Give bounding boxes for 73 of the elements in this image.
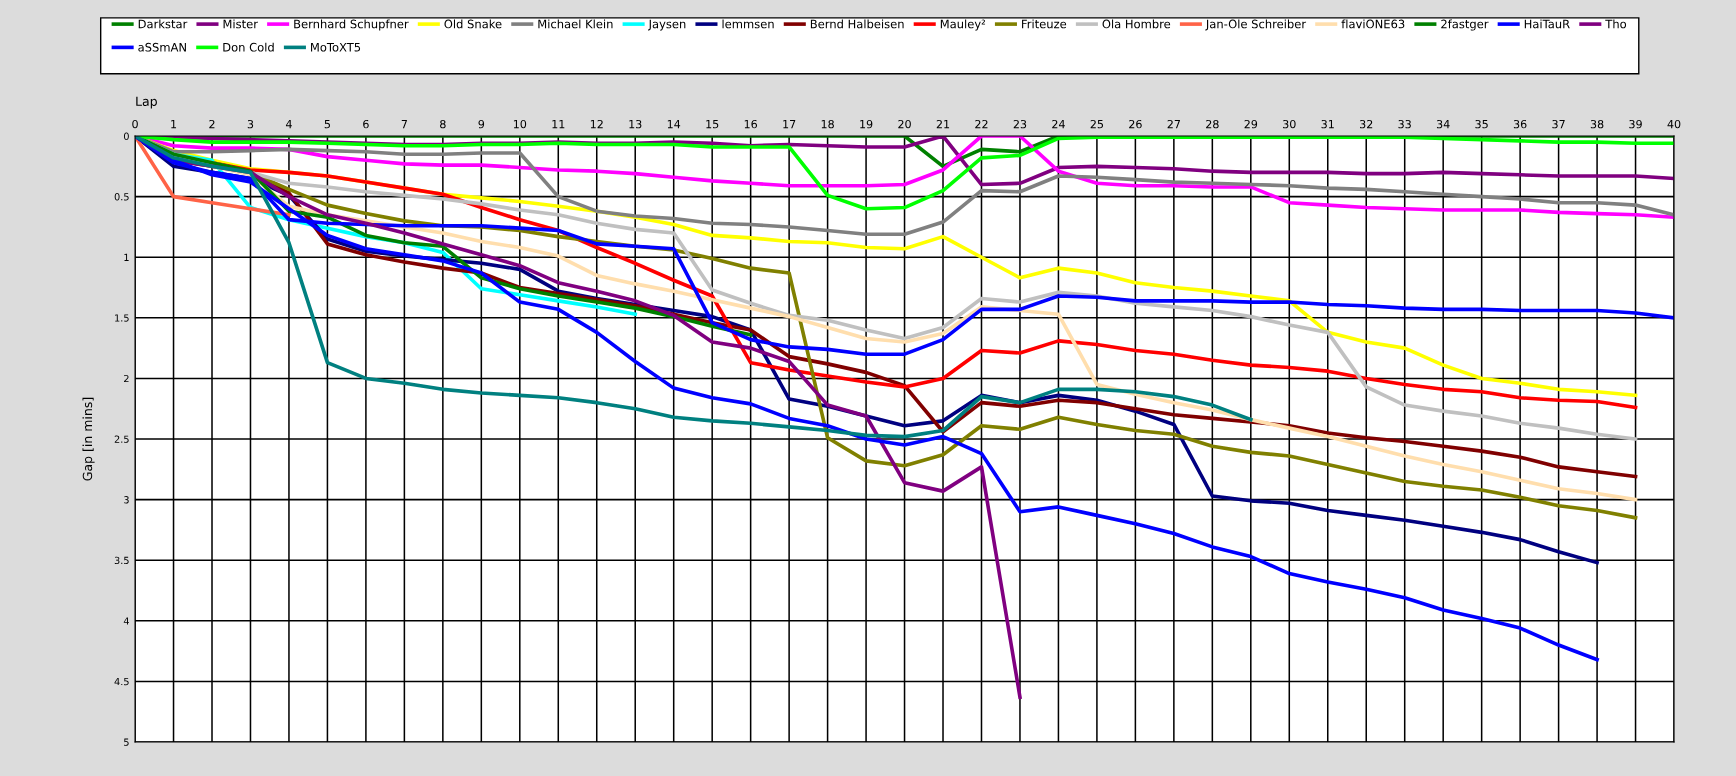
legend-label: aSSmAN bbox=[138, 42, 186, 52]
x-tick-label: 13 bbox=[629, 119, 642, 129]
legend-label: lemmsen bbox=[722, 19, 774, 29]
x-tick-label: 7 bbox=[401, 120, 407, 129]
x-tick-label: 8 bbox=[440, 119, 446, 129]
y-tick-label: 1.5 bbox=[115, 314, 129, 322]
x-tick-label: 30 bbox=[1283, 119, 1296, 129]
x-tick-label: 25 bbox=[1090, 119, 1104, 129]
x-tick-label: 28 bbox=[1206, 119, 1219, 129]
legend-label: flaviONE63 bbox=[1341, 19, 1405, 29]
legend-label: Jaysen bbox=[648, 19, 686, 31]
x-tick-label: 36 bbox=[1513, 119, 1527, 129]
x-tick-label: 3 bbox=[247, 119, 254, 129]
x-tick-label: 15 bbox=[706, 120, 719, 129]
x-tick-label: 14 bbox=[667, 120, 681, 129]
legend-label: Bernd Halbeisen bbox=[810, 19, 904, 29]
x-tick-label: 40 bbox=[1667, 119, 1681, 129]
legend-label: Darkstar bbox=[138, 19, 188, 29]
x-tick-label: 27 bbox=[1167, 119, 1180, 129]
y-tick-label: 3.5 bbox=[114, 556, 129, 565]
x-tick-label: 24 bbox=[1052, 119, 1065, 129]
legend-label: Jan-Ole Schreiber bbox=[1205, 19, 1307, 31]
y-tick-label: 5 bbox=[124, 738, 129, 746]
x-axis-title: Lap bbox=[136, 96, 157, 109]
x-tick-label: 26 bbox=[1129, 119, 1142, 129]
x-tick-label: 22 bbox=[975, 119, 988, 129]
x-tick-label: 0 bbox=[132, 119, 138, 129]
x-tick-label: 10 bbox=[513, 119, 527, 129]
x-tick-label: 38 bbox=[1590, 119, 1604, 129]
x-tick-label: 33 bbox=[1398, 119, 1411, 129]
x-tick-label: 11 bbox=[552, 120, 565, 129]
legend-label: Bernhard Schupfner bbox=[294, 19, 409, 31]
x-tick-label: 31 bbox=[1321, 119, 1334, 129]
legend-label: HaiTauR bbox=[1524, 19, 1570, 29]
legend-label: Michael Klein bbox=[538, 19, 613, 29]
legend-label: Mauley² bbox=[940, 19, 986, 31]
y-tick-label: 0.5 bbox=[114, 193, 129, 201]
x-tick-label: 20 bbox=[898, 119, 911, 129]
legend-label: Don Cold bbox=[223, 42, 274, 52]
legend-label: Friteuze bbox=[1022, 19, 1067, 29]
legend-label: Old Snake bbox=[444, 19, 502, 29]
legend-label: Mister bbox=[223, 19, 258, 29]
legend-label: Ola Hombre bbox=[1102, 19, 1171, 29]
y-tick-label: 0 bbox=[123, 132, 129, 140]
legend-label: 2fastger bbox=[1441, 19, 1489, 31]
x-tick-label: 12 bbox=[590, 119, 603, 129]
x-tick-label: 1 bbox=[171, 120, 177, 129]
x-tick-label: 19 bbox=[860, 119, 873, 129]
x-tick-label: 4 bbox=[285, 120, 292, 129]
x-tick-label: 32 bbox=[1360, 119, 1373, 129]
x-tick-label: 17 bbox=[783, 120, 796, 129]
x-tick-label: 21 bbox=[936, 119, 950, 129]
x-tick-label: 16 bbox=[744, 119, 758, 129]
x-tick-label: 34 bbox=[1436, 119, 1450, 129]
legend-label: Tho bbox=[1605, 19, 1627, 29]
y-tick-label: 4.5 bbox=[114, 678, 129, 686]
y-tick-label: 4 bbox=[123, 617, 129, 625]
x-tick-label: 39 bbox=[1629, 119, 1642, 129]
x-tick-label: 35 bbox=[1475, 119, 1488, 129]
legend-label: MoToXT5 bbox=[311, 43, 361, 52]
y-tick-label: 2 bbox=[124, 374, 129, 383]
x-tick-label: 29 bbox=[1244, 119, 1258, 129]
y-tick-label: 2.5 bbox=[114, 435, 129, 443]
y-axis-title: Gap [in mins] bbox=[82, 397, 95, 481]
y-tick-label: 3 bbox=[124, 496, 129, 504]
x-tick-label: 37 bbox=[1552, 119, 1565, 129]
y-tick-label: 1 bbox=[124, 253, 129, 261]
x-tick-label: 6 bbox=[363, 119, 369, 129]
x-tick-label: 5 bbox=[324, 120, 330, 129]
x-tick-label: 18 bbox=[821, 119, 834, 129]
x-tick-label: 2 bbox=[209, 119, 215, 129]
x-tick-label: 9 bbox=[478, 119, 485, 129]
x-tick-label: 23 bbox=[1013, 119, 1027, 129]
